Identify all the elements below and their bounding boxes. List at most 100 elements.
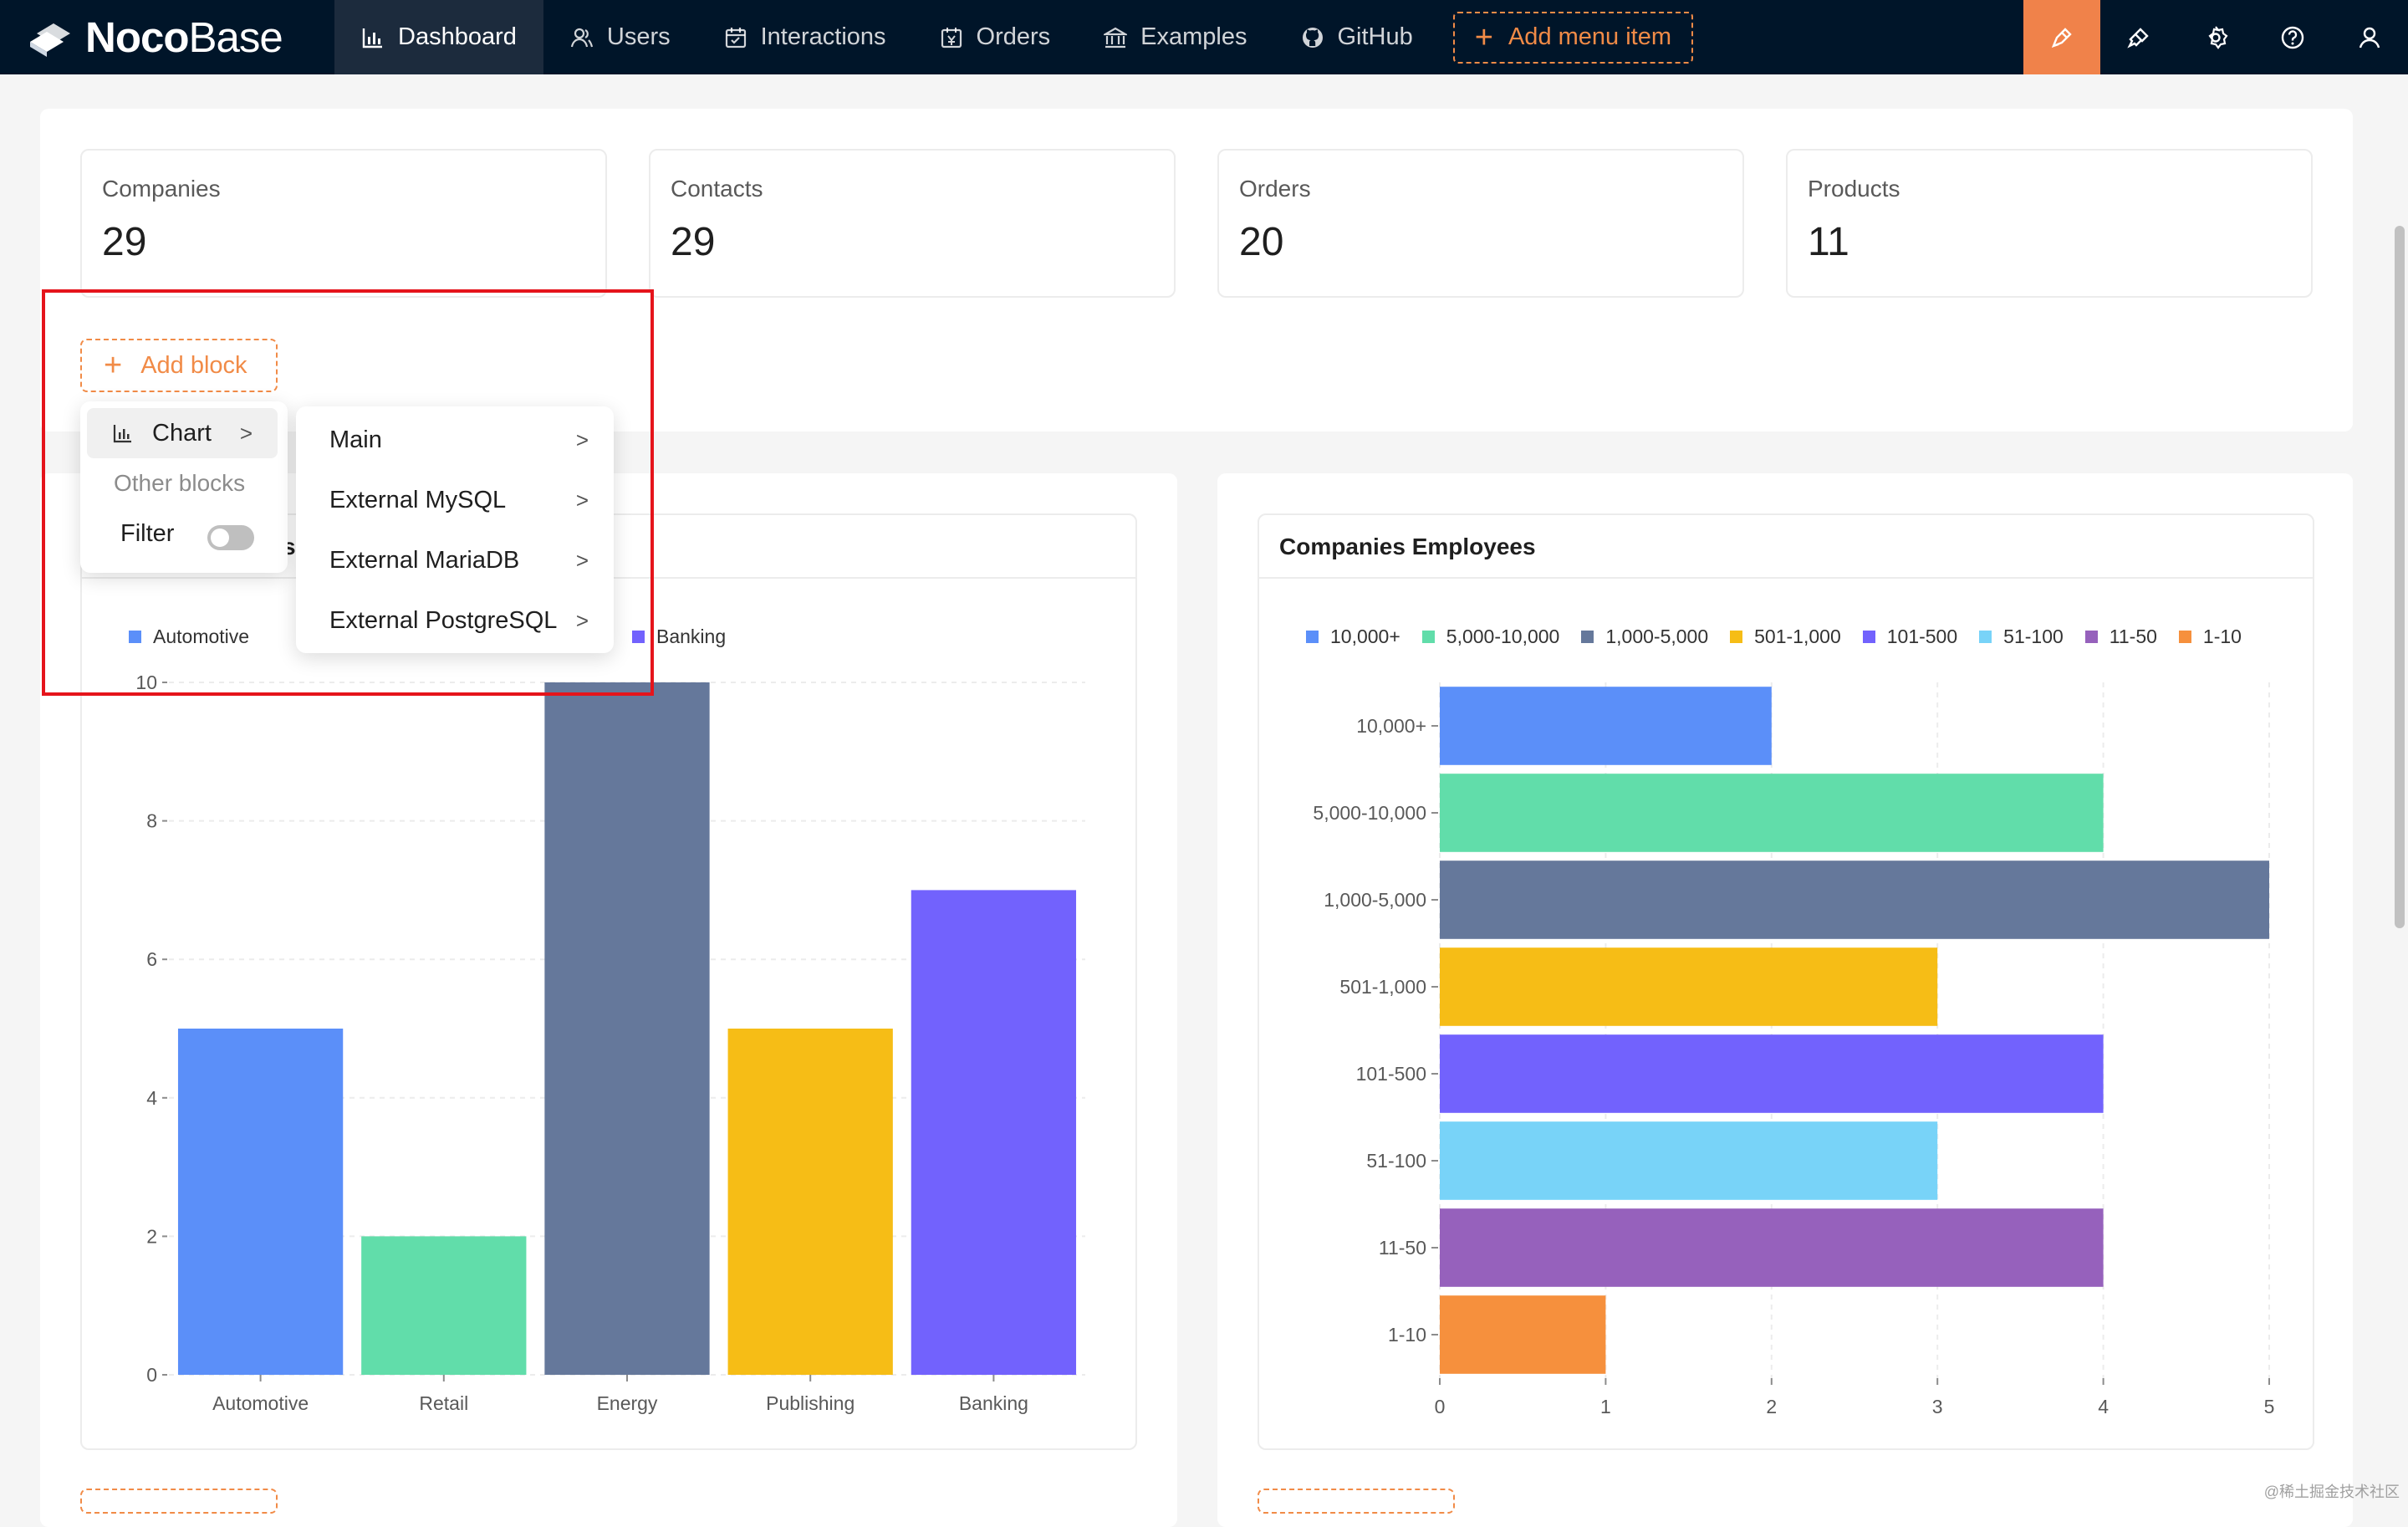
bar-chart-icon — [361, 26, 385, 49]
legend-swatch — [1863, 631, 1875, 643]
plugin-manager-icon — [2125, 24, 2152, 51]
legend-item[interactable]: 10,000+ — [1306, 626, 1400, 648]
ui-editor-icon — [2048, 24, 2075, 51]
bar — [1440, 774, 2104, 852]
stat-card-products: Products 11 — [1786, 149, 2313, 298]
bar — [1440, 861, 2269, 939]
bar — [1440, 687, 1772, 765]
page-scrollbar[interactable] — [2395, 226, 2405, 928]
add-block-button-stub[interactable] — [80, 1489, 278, 1514]
nocobase-logo-icon — [25, 17, 74, 59]
x-tick-label: 3 — [1932, 1396, 1943, 1417]
help-button[interactable] — [2254, 0, 2331, 74]
y-tick-label: 10,000+ — [1356, 715, 1426, 737]
legend-label: 51-100 — [2003, 626, 2064, 648]
legend-swatch — [1979, 631, 1992, 643]
x-tick-label: Automotive — [212, 1392, 309, 1414]
y-tick-label: 101-500 — [1356, 1063, 1426, 1085]
top-navigation-bar: NocoBase Dashboard Users Interactions Or… — [0, 0, 2408, 74]
help-icon — [2279, 24, 2306, 51]
bar — [1440, 1034, 2104, 1113]
bar — [178, 1029, 343, 1375]
legend-item[interactable]: 101-500 — [1863, 626, 1957, 648]
x-tick-label: 0 — [1435, 1396, 1446, 1417]
annotation-highlight-box — [42, 289, 654, 696]
plus-icon: + — [1475, 22, 1493, 54]
legend-swatch — [1730, 631, 1742, 643]
legend-swatch — [2179, 631, 2191, 643]
legend-swatch — [1581, 631, 1594, 643]
y-tick-label: 51-100 — [1366, 1150, 1426, 1172]
bar — [1440, 1295, 1605, 1374]
bar — [1440, 1208, 2104, 1287]
y-tick-label: 1,000-5,000 — [1324, 889, 1426, 911]
plugin-manager-button[interactable] — [2100, 0, 2177, 74]
settings-button[interactable] — [2177, 0, 2254, 74]
legend-label: 11-50 — [2110, 626, 2157, 648]
nav-item-interactions[interactable]: Interactions — [697, 0, 913, 74]
add-menu-item-button[interactable]: + Add menu item — [1453, 12, 1693, 64]
calendar-icon — [724, 26, 747, 49]
github-icon — [1301, 26, 1324, 49]
stat-value: 29 — [102, 219, 585, 265]
bar — [728, 1029, 893, 1375]
nav-item-users[interactable]: Users — [543, 0, 697, 74]
stat-label: Orders — [1239, 176, 1722, 202]
user-menu-button[interactable] — [2331, 0, 2408, 74]
yen-calendar-icon — [940, 26, 963, 49]
main-nav: Dashboard Users Interactions Orders Exam… — [334, 0, 1693, 74]
nav-item-orders[interactable]: Orders — [913, 0, 1078, 74]
x-tick-label: Energy — [597, 1392, 658, 1414]
add-menu-item-label: Add menu item — [1508, 23, 1671, 51]
y-tick-label: 1-10 — [1388, 1324, 1426, 1346]
legend-label: 1,000-5,000 — [1605, 626, 1708, 648]
x-tick-label: 2 — [1766, 1396, 1777, 1417]
legend-label: 501-1,000 — [1754, 626, 1841, 648]
legend-swatch — [1422, 631, 1435, 643]
x-tick-label: Retail — [419, 1392, 468, 1414]
legend-label: 10,000+ — [1330, 626, 1400, 648]
y-tick-label: 6 — [146, 948, 157, 970]
nav-item-github[interactable]: GitHub — [1274, 0, 1440, 74]
y-tick-label: 501-1,000 — [1339, 976, 1426, 998]
legend-label: 1-10 — [2203, 626, 2242, 648]
watermark-text: @稀土掘金技术社区 — [2264, 1480, 2400, 1502]
nav-item-dashboard[interactable]: Dashboard — [334, 0, 543, 74]
legend-item[interactable]: 51-100 — [1979, 626, 2064, 648]
legend-label: Banking — [656, 626, 726, 648]
stat-value: 20 — [1239, 219, 1722, 265]
stat-card-orders: Orders 20 — [1217, 149, 1744, 298]
stat-label: Contacts — [671, 176, 1154, 202]
stat-label: Companies — [102, 176, 585, 202]
nav-item-label: GitHub — [1338, 23, 1413, 51]
bar — [1440, 947, 1937, 1026]
legend-item[interactable]: 501-1,000 — [1730, 626, 1841, 648]
toolbar — [2023, 0, 2408, 74]
y-tick-label: 8 — [146, 810, 157, 832]
nav-item-examples[interactable]: Examples — [1077, 0, 1273, 74]
legend-label: 5,000-10,000 — [1446, 626, 1560, 648]
nav-item-label: Users — [607, 23, 671, 51]
x-tick-label: 1 — [1600, 1396, 1611, 1417]
stat-value: 11 — [1808, 219, 2291, 265]
legend-item[interactable]: 1,000-5,000 — [1581, 626, 1708, 648]
user-icon — [2356, 24, 2383, 51]
legend-item[interactable]: 1-10 — [2179, 626, 2242, 648]
ui-editor-button[interactable] — [2023, 0, 2100, 74]
x-tick-label: 4 — [2098, 1396, 2109, 1417]
app-logo[interactable]: NocoBase — [0, 0, 334, 74]
app-brand: NocoBase — [85, 13, 283, 62]
bar — [544, 682, 709, 1375]
y-tick-label: 5,000-10,000 — [1313, 802, 1426, 824]
y-tick-label: 2 — [146, 1225, 157, 1247]
nav-item-label: Dashboard — [398, 23, 517, 51]
bar — [911, 890, 1076, 1375]
card-header-divider — [1259, 577, 2313, 579]
legend-item[interactable]: 5,000-10,000 — [1422, 626, 1560, 648]
legend-item[interactable]: 11-50 — [2085, 626, 2157, 648]
bank-icon — [1104, 26, 1127, 49]
add-block-button-stub[interactable] — [1258, 1489, 1455, 1514]
nav-item-label: Interactions — [761, 23, 886, 51]
